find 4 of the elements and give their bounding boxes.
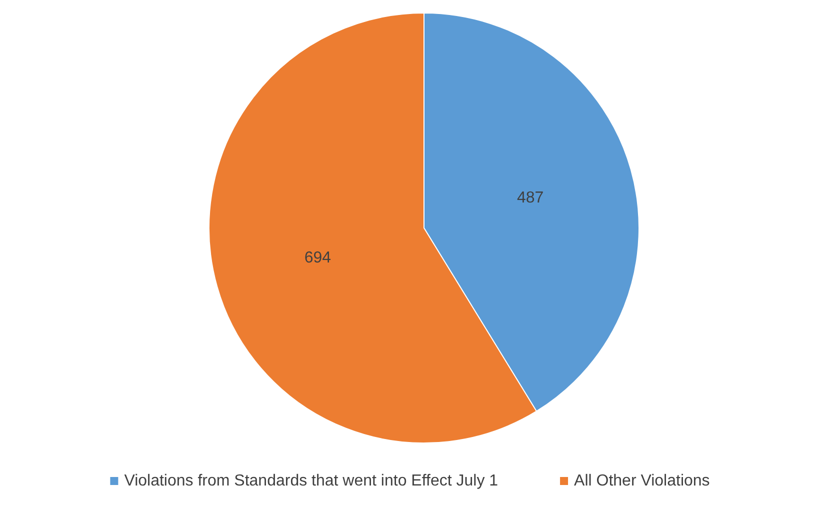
legend-label: Violations from Standards that went into Effect July 1	[124, 472, 498, 490]
legend-label: All Other Violations	[574, 472, 710, 490]
data-label: 694	[304, 250, 332, 267]
data-label: 487	[516, 189, 544, 206]
